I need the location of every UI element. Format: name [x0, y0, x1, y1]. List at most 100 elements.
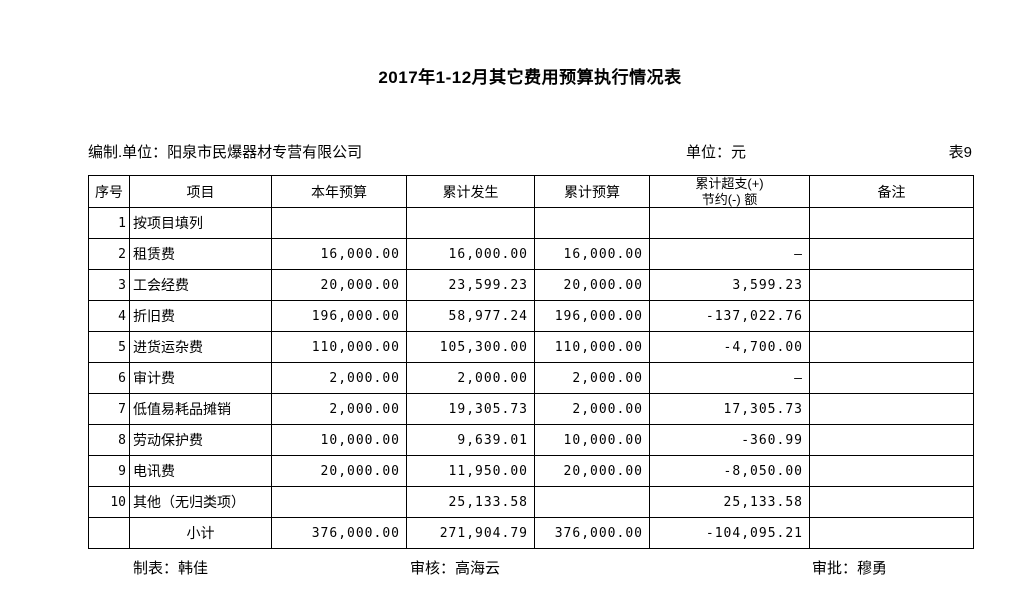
table-cell — [534, 207, 650, 240]
table-cell: 376,000.00 — [271, 517, 407, 550]
table-cell — [809, 424, 974, 457]
table-row: 10 其他（无归类项） 25,133.58 25,133.58 — [88, 486, 974, 519]
page-title: 2017年1-12月其它费用预算执行情况表 — [378, 68, 682, 87]
table-row: 3 工会经费 20,000.00 23,599.23 20,000.00 3,599.23 — [88, 269, 974, 302]
table-row: 4 折旧费 196,000.00 58,977.24 196,000.00 -137,02… — [88, 300, 974, 333]
table-row: 小计 376,000.00 271,904.79 376,000.00 -104,095… — [88, 517, 974, 550]
table-cell — [809, 269, 974, 302]
table-cell — [809, 331, 974, 364]
table-cell: 196,000.00 — [534, 300, 650, 333]
table-cell: 5 — [88, 331, 130, 364]
table-cell: 17,305.73 — [649, 393, 810, 426]
table-cell: 10,000.00 — [271, 424, 407, 457]
table-cell: 20,000.00 — [534, 269, 650, 302]
header-overspend-savings: 累计超支(+) 节约(-) 额 — [649, 174, 810, 209]
table-cell — [649, 207, 810, 240]
table-cell — [809, 238, 974, 271]
header-cumulative-actual: 累计发生 — [406, 174, 535, 209]
table-cell: 9,639.01 — [406, 424, 535, 457]
table-cell — [88, 517, 130, 550]
table-cell: 2,000.00 — [534, 362, 650, 395]
table-cell: 2,000.00 — [534, 393, 650, 426]
table-cell — [534, 486, 650, 519]
signature-line: 制表：韩佳 审核：高海云 审批：穆勇 — [88, 557, 972, 579]
table-cell — [809, 300, 974, 333]
table-cell: 工会经费 — [129, 269, 272, 302]
table-row: 7 低值易耗品摊销 2,000.00 19,305.73 2,000.00 17,305.… — [88, 393, 974, 426]
table-cell: 折旧费 — [129, 300, 272, 333]
currency-unit-label: 单位：元 — [686, 144, 747, 161]
table-cell: 小计 — [129, 517, 272, 550]
prepared-by-label: 编制.单位：阳泉市民爆器材专营有限公司 — [88, 144, 363, 161]
table-cell: -137,022.76 — [649, 300, 810, 333]
table-cell: 23,599.23 — [406, 269, 535, 302]
table-row: 9 电讯费 20,000.00 11,950.00 20,000.00 -8,050.00 — [88, 455, 974, 488]
approver-signature: 审批：穆勇 — [812, 560, 888, 577]
table-row: 8 劳动保护费 10,000.00 9,639.01 10,000.00 -360.99 — [88, 424, 974, 457]
table-cell: -4,700.00 — [649, 331, 810, 364]
table-cell: 16,000.00 — [534, 238, 650, 271]
table-cell — [809, 393, 974, 426]
table-cell: 1 — [88, 207, 130, 240]
table-row: 5 进货运杂费 110,000.00 105,300.00 110,000.00 -4,7… — [88, 331, 974, 364]
table-cell: 租赁费 — [129, 238, 272, 271]
sheet-number-label: 表9 — [948, 144, 972, 161]
table-cell: 11,950.00 — [406, 455, 535, 488]
table-cell: -8,050.00 — [649, 455, 810, 488]
table-cell: 劳动保护费 — [129, 424, 272, 457]
table-row: 6 审计费 2,000.00 2,000.00 2,000.00– — [88, 362, 974, 395]
table-header-row: 序号 项目 本年预算 累计发生 累计预算 累计超支(+) 节约(-) 额 备注 — [88, 174, 974, 209]
table-cell: 电讯费 — [129, 455, 272, 488]
table-cell: 25,133.58 — [649, 486, 810, 519]
table-cell — [271, 207, 407, 240]
table-body: 1 按项目填列 2 租赁费 16,000.00 16,000.00 16,000.00–3 工… — [88, 207, 974, 550]
table-cell: 其他（无归类项） — [129, 486, 272, 519]
table-cell: 20,000.00 — [271, 455, 407, 488]
table-cell: 16,000.00 — [271, 238, 407, 271]
table-cell — [809, 455, 974, 488]
table-cell: 2,000.00 — [271, 362, 407, 395]
table-cell: 2 — [88, 238, 130, 271]
table-cell: 196,000.00 — [271, 300, 407, 333]
table-cell: 7 — [88, 393, 130, 426]
table-cell: 审计费 — [129, 362, 272, 395]
table-cell: 110,000.00 — [534, 331, 650, 364]
table-cell: 105,300.00 — [406, 331, 535, 364]
table-cell: 2,000.00 — [271, 393, 407, 426]
table-cell: 19,305.73 — [406, 393, 535, 426]
table-cell: 4 — [88, 300, 130, 333]
table-row: 1 按项目填列 — [88, 207, 974, 240]
table-cell — [809, 486, 974, 519]
header-remarks: 备注 — [809, 174, 974, 209]
table-cell: 20,000.00 — [271, 269, 407, 302]
table-cell: -104,095.21 — [649, 517, 810, 550]
table-cell: – — [649, 362, 810, 395]
table-cell: 6 — [88, 362, 130, 395]
table-cell — [809, 517, 974, 550]
table-cell — [809, 362, 974, 395]
table-row: 2 租赁费 16,000.00 16,000.00 16,000.00– — [88, 238, 974, 271]
reviewer-signature: 审核：高海云 — [410, 560, 501, 577]
header-annual-budget: 本年预算 — [271, 174, 407, 209]
header-seq-no: 序号 — [88, 174, 130, 209]
table-cell: 16,000.00 — [406, 238, 535, 271]
table-cell: 9 — [88, 455, 130, 488]
header-item: 项目 — [129, 174, 272, 209]
preparer-signature: 制表：韩佳 — [133, 560, 209, 577]
table-cell: 376,000.00 — [534, 517, 650, 550]
table-cell: 110,000.00 — [271, 331, 407, 364]
table-cell: 3,599.23 — [649, 269, 810, 302]
info-line: 编制.单位：阳泉市民爆器材专营有限公司 单位：元 表9 — [88, 141, 972, 163]
table-cell: 进货运杂费 — [129, 331, 272, 364]
table-cell: 58,977.24 — [406, 300, 535, 333]
table-cell: 低值易耗品摊销 — [129, 393, 272, 426]
table-cell: -360.99 — [649, 424, 810, 457]
table-cell — [809, 207, 974, 240]
table-cell: 10 — [88, 486, 130, 519]
table-cell — [406, 207, 535, 240]
table-cell: 271,904.79 — [406, 517, 535, 550]
table-cell — [271, 486, 407, 519]
table-cell: 3 — [88, 269, 130, 302]
header-cumulative-budget: 累计预算 — [534, 174, 650, 209]
